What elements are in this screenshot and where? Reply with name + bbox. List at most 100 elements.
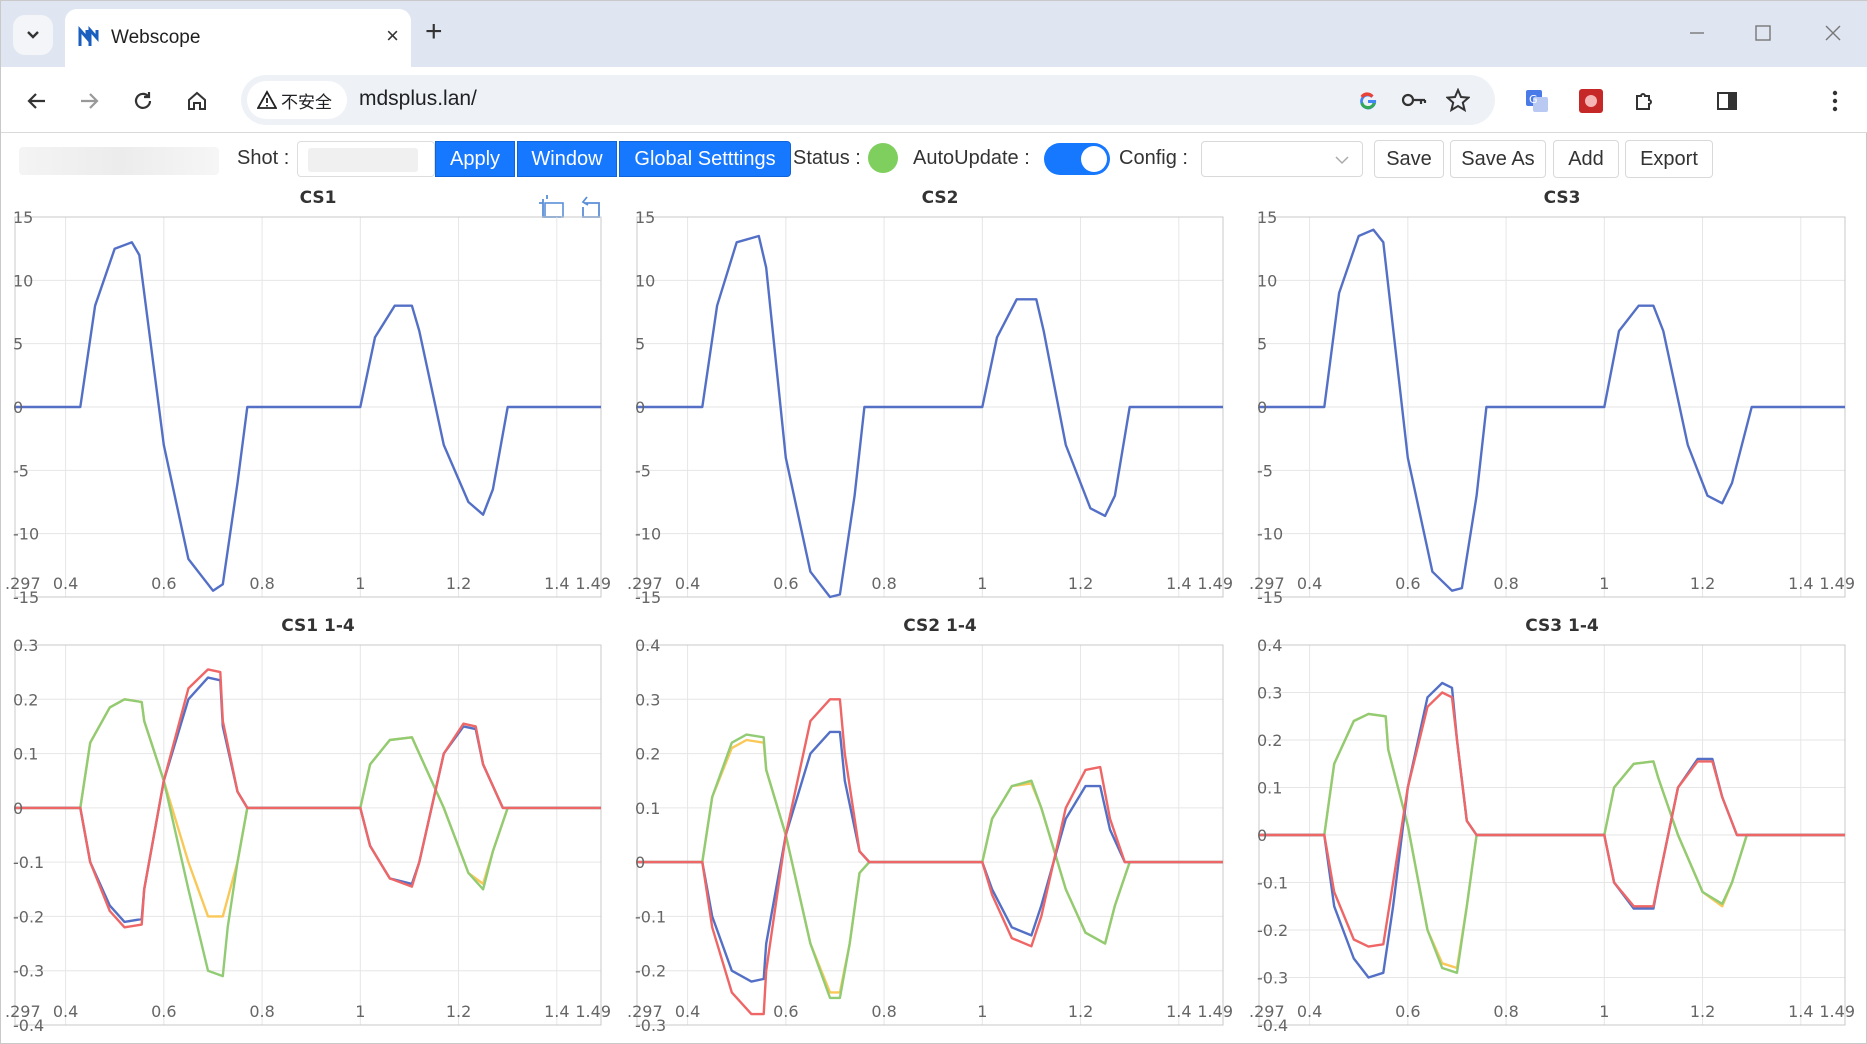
minimize-button[interactable] <box>1677 15 1717 51</box>
home-button[interactable] <box>177 81 217 121</box>
x-tick-label: 1 <box>355 1002 365 1021</box>
y-tick-label: -0.4 <box>13 1016 44 1035</box>
series-line-green <box>15 698 601 978</box>
x-tick-label: 0.8 <box>1493 1002 1518 1021</box>
shot-input[interactable] <box>297 141 435 177</box>
y-tick-label: 0 <box>1257 398 1267 417</box>
y-tick-label: -5 <box>1257 461 1273 480</box>
autoupdate-label: AutoUpdate : <box>913 147 1030 169</box>
side-panel-button[interactable] <box>1707 81 1747 121</box>
chart-svg: CS3 1-4 0.4 0.3 0.2 0.1 0 -0.1 -0.2 -0.3 -0.4.297… <box>1249 616 1855 1035</box>
add-button[interactable]: Add <box>1553 140 1619 178</box>
google-translate-page-button[interactable] <box>1351 83 1385 117</box>
close-tab-icon[interactable]: × <box>386 23 399 48</box>
chart-cs1[interactable]: CS1 15 10 5 0 -5 -10 -15.297 0.4 0.6 0.8 1 1.2 1.4 1.4… <box>1 181 623 614</box>
address-bar[interactable]: 不安全 mdsplus.lan/ <box>241 75 1495 125</box>
y-tick-label: -5 <box>635 461 651 480</box>
y-tick-label: -0.4 <box>1257 1016 1288 1035</box>
url-text[interactable]: mdsplus.lan/ <box>359 87 477 110</box>
webscope-logo-icon <box>78 26 99 46</box>
y-tick-label: 0.1 <box>1257 779 1282 798</box>
x-tick-label: 1.2 <box>1068 574 1093 593</box>
y-tick-label: 10 <box>1257 271 1277 290</box>
webscope-toolbar: Shot : Apply Window Global Setttings Sta… <box>1 133 1867 183</box>
x-tick-label: 1.4 <box>544 574 569 593</box>
y-tick-label: -10 <box>635 525 661 544</box>
site-info-button[interactable]: 不安全 <box>247 81 347 119</box>
chart-cs2-1-4[interactable]: CS2 1-4 0.4 0.3 0.2 0.1 0 -0.1 -0.2 -0.3.297 0.4 0… <box>623 609 1245 1042</box>
x-tick-label: .297 <box>5 574 41 593</box>
y-tick-label: 0 <box>13 398 23 417</box>
chevron-down-icon <box>27 31 39 39</box>
chart-cs3-1-4[interactable]: CS3 1-4 0.4 0.3 0.2 0.1 0 -0.1 -0.2 -0.3 -0.4.297… <box>1245 609 1867 1042</box>
chart-svg: CS3 15 10 5 0 -5 -10 -15.297 0.4 0.6 0.8 1 1.2 1.4 1.4… <box>1249 188 1855 607</box>
x-tick-label: 1.4 <box>1166 1002 1191 1021</box>
reload-button[interactable] <box>123 81 163 121</box>
chart-cs3[interactable]: CS3 15 10 5 0 -5 -10 -15.297 0.4 0.6 0.8 1 1.2 1.4 1.4… <box>1245 181 1867 614</box>
forward-button[interactable] <box>69 81 109 121</box>
passwords-button[interactable] <box>1397 83 1431 117</box>
new-tab-button[interactable]: + <box>425 15 443 48</box>
home-icon <box>188 91 206 110</box>
config-select[interactable] <box>1201 141 1363 177</box>
x-tick-label: 0.4 <box>1297 574 1322 593</box>
side-panel-icon <box>1717 92 1737 110</box>
y-tick-label: -0.1 <box>635 907 666 926</box>
extension-button[interactable] <box>1571 81 1611 121</box>
tab-bar: Webscope × + <box>1 1 1867 67</box>
x-tick-label: 0.6 <box>1395 1002 1420 1021</box>
window-button[interactable]: Window <box>517 141 617 177</box>
close-window-button[interactable] <box>1813 15 1853 51</box>
y-tick-label: 15 <box>13 208 33 227</box>
autoupdate-toggle[interactable] <box>1044 143 1110 175</box>
x-tick-label: 1.49 <box>575 1002 611 1021</box>
x-tick-label: 1.4 <box>1788 1002 1813 1021</box>
series-line-blue <box>637 234 1223 599</box>
chart-title: CS1 <box>300 188 337 208</box>
close-icon <box>1825 25 1841 41</box>
key-icon <box>1401 93 1427 107</box>
maximize-button[interactable] <box>1743 15 1783 51</box>
arrow-left-icon <box>27 93 45 109</box>
y-tick-label: 0.3 <box>635 690 660 709</box>
series-line-green <box>1259 712 1845 974</box>
x-tick-label: 1 <box>977 574 987 593</box>
translate-extension-button[interactable]: G <box>1517 81 1557 121</box>
tab-search-button[interactable] <box>13 15 53 55</box>
y-tick-label: -15 <box>13 588 39 607</box>
y-tick-label: 0.1 <box>13 745 38 764</box>
x-tick-label: 1.4 <box>1166 574 1191 593</box>
chart-svg: CS1 15 10 5 0 -5 -10 -15.297 0.4 0.6 0.8 1 1.2 1.4 1.4… <box>5 188 611 607</box>
tab-webscope[interactable]: Webscope × <box>65 9 411 67</box>
x-tick-label: 1 <box>1599 1002 1609 1021</box>
x-tick-label: .297 <box>5 1002 41 1021</box>
chart-title: CS2 <box>922 188 959 208</box>
chart-cs2[interactable]: CS2 15 10 5 0 -5 -10 -15.297 0.4 0.6 0.8 1 1.2 1.4 1.4… <box>623 181 1245 614</box>
restore-icon[interactable] <box>581 196 600 218</box>
y-tick-label: 0.2 <box>1257 731 1282 750</box>
chart-cs1-1-4[interactable]: CS1 1-4 0.3 0.2 0.1 0 -0.1 -0.2 -0.3 -0.4.297 0.4… <box>1 609 623 1042</box>
global-settings-button[interactable]: Global Setttings <box>619 141 791 177</box>
save-as-button[interactable]: Save As <box>1450 140 1546 178</box>
x-tick-label: 0.4 <box>53 1002 78 1021</box>
export-button[interactable]: Export <box>1625 140 1713 178</box>
chart-title: CS3 1-4 <box>1525 616 1599 636</box>
series-line-red <box>15 668 601 929</box>
browser-menu-button[interactable] <box>1815 81 1855 121</box>
extensions-menu-button[interactable] <box>1625 81 1665 121</box>
bookmark-button[interactable] <box>1441 83 1475 117</box>
chart-svg: CS2 15 10 5 0 -5 -10 -15.297 0.4 0.6 0.8 1 1.2 1.4 1.4… <box>627 188 1233 607</box>
y-tick-label: -0.2 <box>635 962 666 981</box>
y-tick-label: -0.3 <box>1257 969 1288 988</box>
x-tick-label: .297 <box>1249 1002 1285 1021</box>
series-line-red <box>637 698 1223 1016</box>
save-button[interactable]: Save <box>1374 140 1444 178</box>
zoom-icon[interactable] <box>539 195 564 218</box>
series-line-red <box>1259 691 1845 948</box>
back-button[interactable] <box>17 81 57 121</box>
y-tick-label: 0.3 <box>13 636 38 655</box>
y-tick-label: 10 <box>13 271 33 290</box>
y-tick-label: -0.2 <box>13 907 44 926</box>
config-label: Config : <box>1119 147 1188 169</box>
apply-button[interactable]: Apply <box>435 141 515 177</box>
